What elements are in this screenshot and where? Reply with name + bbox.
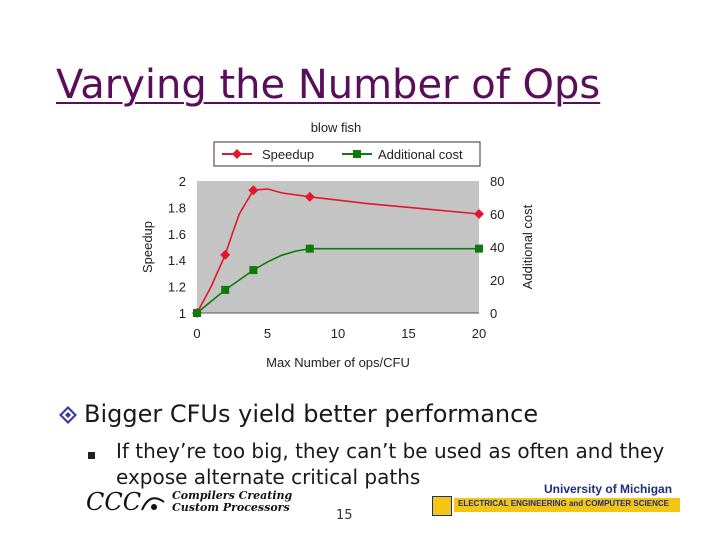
x-tick-label: 5 [264, 326, 271, 341]
legend-cost-label: Additional cost [378, 147, 463, 162]
diamond-bullet-icon [59, 406, 77, 424]
department-bar [454, 498, 680, 512]
speedup-point [248, 185, 259, 196]
university-seal-icon [432, 496, 452, 516]
department-name: ELECTRICAL ENGINEERING and COMPUTER SCIE… [458, 499, 669, 508]
x-tick-label: 10 [331, 326, 345, 341]
y2-axis-label: Additional cost [520, 204, 535, 289]
additional-cost-point [305, 244, 314, 253]
ccc-logo-text: CCC [86, 488, 142, 516]
additional-cost-point [249, 266, 258, 275]
chart-title: blow fish [311, 120, 362, 135]
y-tick-label: 2 [179, 174, 186, 189]
legend-speedup-marker [232, 149, 242, 159]
speedup-chart: blow fish Speedup Additional cost 1 1.2 1.… [140, 120, 535, 370]
speedup-point [474, 209, 484, 219]
plot-area [197, 181, 479, 313]
speedup-point [304, 191, 315, 202]
y-tick-label: 1.4 [168, 253, 186, 268]
page-number: 15 [336, 508, 353, 523]
university-name: University of Michigan [544, 482, 673, 496]
slide-title: Varying the Number of Ops [56, 62, 601, 108]
y2-tick-label: 40 [490, 240, 504, 255]
x-tick-label: 15 [401, 326, 415, 341]
square-bullet-icon [88, 452, 95, 459]
additional-cost-point [221, 285, 230, 294]
y-tick-label: 1.2 [168, 280, 186, 295]
bullet-main: Bigger CFUs yield better performance [58, 400, 538, 428]
legend-speedup-label: Speedup [262, 147, 314, 162]
y-tick-label: 1 [179, 306, 186, 321]
y-tick-label: 1.6 [168, 227, 186, 242]
ccc-logo: CCC Compilers Creating Custom Processors [80, 488, 300, 516]
bullet-main-text: Bigger CFUs yield better performance [84, 400, 539, 428]
y-tick-label: 1.8 [168, 200, 186, 215]
additional-cost-point [193, 309, 201, 317]
ccc-line2: Custom Processors [172, 501, 290, 514]
additional-cost-point [475, 244, 483, 253]
y-axis-label: Speedup [140, 221, 155, 273]
chart-legend: Speedup Additional cost [213, 141, 481, 167]
y2-tick-label: 80 [490, 174, 504, 189]
y2-tick-label: 60 [490, 207, 504, 222]
x-tick-label: 20 [472, 326, 486, 341]
y2-tick-label: 0 [490, 306, 497, 321]
x-tick-label: 0 [193, 326, 200, 341]
ccc-swoosh-icon [141, 497, 165, 511]
x-axis-label: Max Number of ops/CFU [266, 355, 410, 370]
y2-tick-label: 20 [490, 273, 504, 288]
umich-logo: University of Michigan ELECTRICAL ENGINE… [428, 480, 684, 516]
bullet-sub-text: If they’re too big, they can’t be used a… [116, 439, 665, 489]
legend-cost-marker [353, 150, 361, 158]
speedup-point [220, 249, 231, 260]
ccc-line1: Compilers Creating [172, 489, 293, 502]
